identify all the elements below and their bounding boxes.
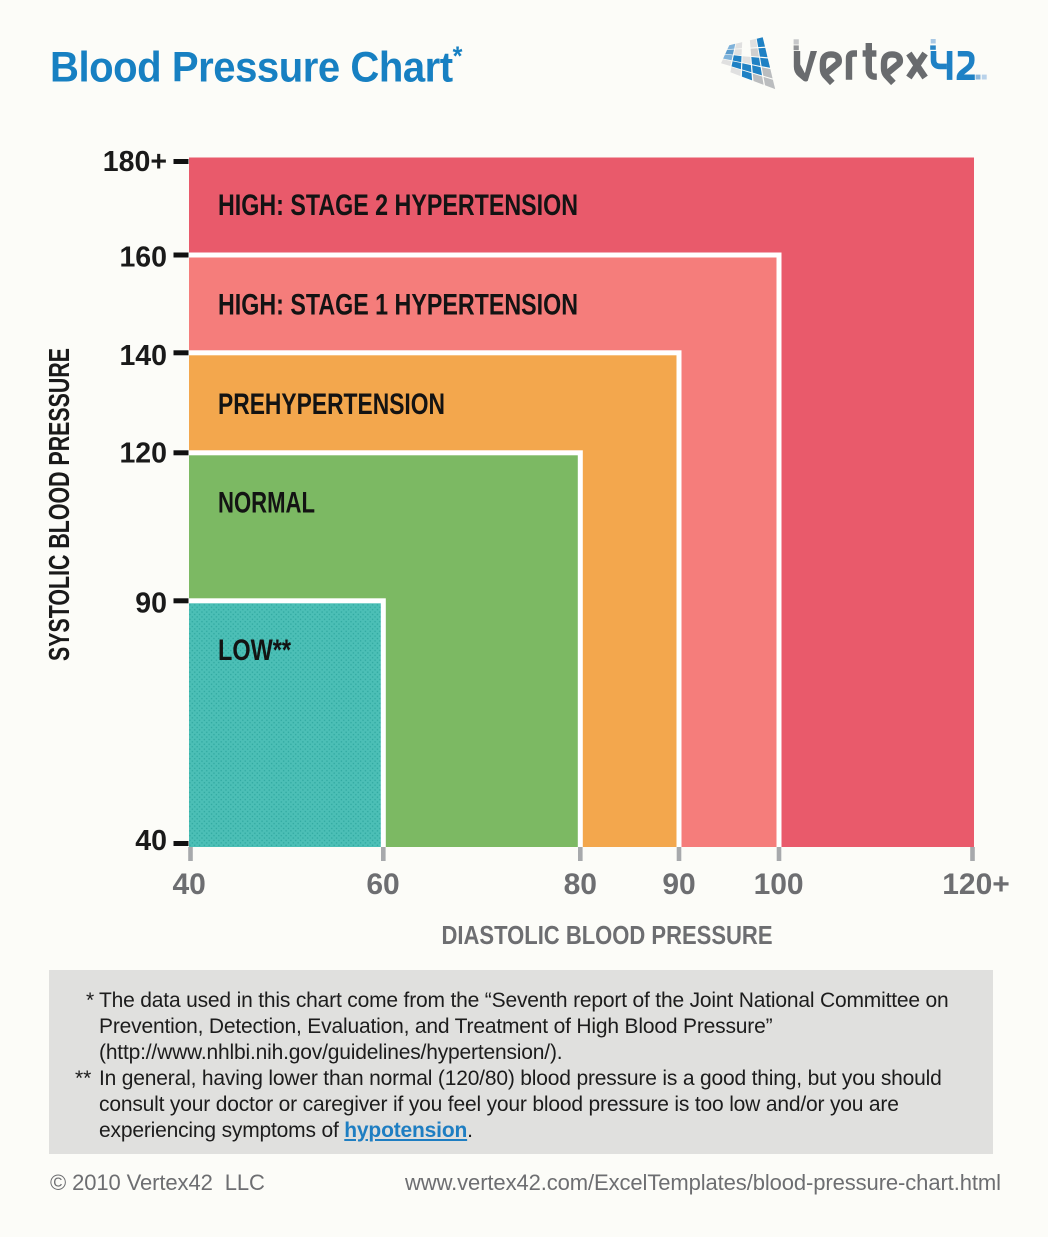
svg-text:DIASTOLIC BLOOD PRESSURE: DIASTOLIC BLOOD PRESSURE bbox=[442, 922, 773, 950]
svg-text:120+: 120+ bbox=[942, 868, 1010, 901]
svg-text:40: 40 bbox=[173, 868, 206, 901]
svg-text:80: 80 bbox=[564, 868, 597, 901]
svg-text:NORMAL: NORMAL bbox=[218, 486, 315, 519]
svg-text:PREHYPERTENSION: PREHYPERTENSION bbox=[218, 388, 445, 421]
svg-text:SYSTOLIC BLOOD PRESSURE: SYSTOLIC BLOOD PRESSURE bbox=[44, 348, 76, 661]
svg-text:120: 120 bbox=[119, 438, 167, 470]
svg-text:90: 90 bbox=[662, 868, 695, 901]
svg-text:LOW**: LOW** bbox=[218, 634, 291, 667]
svg-text:180+: 180+ bbox=[103, 146, 167, 178]
svg-text:140: 140 bbox=[119, 340, 167, 372]
svg-text:60: 60 bbox=[366, 868, 399, 901]
svg-text:HIGH: STAGE 1 HYPERTENSION: HIGH: STAGE 1 HYPERTENSION bbox=[218, 288, 578, 321]
svg-text:HIGH: STAGE 2 HYPERTENSION: HIGH: STAGE 2 HYPERTENSION bbox=[218, 189, 578, 222]
svg-text:160: 160 bbox=[119, 241, 167, 273]
svg-text:100: 100 bbox=[754, 868, 804, 901]
svg-text:40: 40 bbox=[135, 825, 167, 857]
svg-text:90: 90 bbox=[135, 587, 167, 619]
